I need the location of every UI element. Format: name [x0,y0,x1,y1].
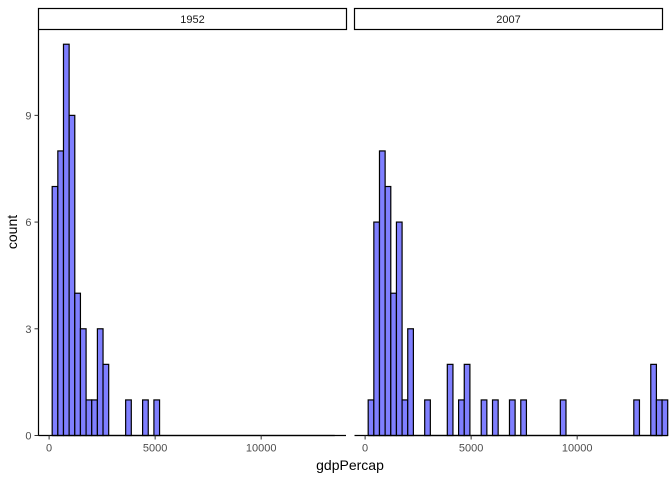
histogram-bar [373,221,381,437]
histogram-bar [407,328,414,437]
histogram-bar [446,363,454,437]
histogram-bar [655,399,663,437]
facet-strip-label-1952: 1952 [180,14,204,26]
histogram-bar [463,363,471,437]
x-tick-label: 10000 [246,443,277,455]
facet-strip-1952 [37,7,348,31]
histogram-bar [153,399,161,437]
y-tick-label: 0 [25,431,31,443]
histogram-bar [125,399,132,437]
histogram-bar [367,399,375,437]
facet-panel-2007: 2007 0 5000 10000 [353,7,669,455]
histogram-bar [633,399,641,437]
histogram-bar [661,399,669,437]
x-tick-label: 10000 [562,443,593,455]
histogram-bar [142,399,149,437]
histogram-bar [96,328,104,437]
histogram-bar [79,328,87,437]
x-axis-title: gdpPercap [316,457,384,473]
y-axis-ticks: 0 3 6 9 [25,110,39,443]
x-tick-label: 5000 [143,443,167,455]
histogram-bar [62,43,70,437]
histogram-bar [384,185,392,437]
histogram-bar [57,150,65,437]
histogram-bar [91,399,98,437]
y-tick-label: 9 [25,110,31,122]
histogram-bar [559,399,567,437]
histogram-bars-2007 [367,150,669,437]
x-axis-ticks-2007: 0 5000 10000 [362,435,593,455]
y-axis-title: count [4,215,20,249]
histogram-bar [458,399,465,437]
histogram-bar [378,150,386,437]
histogram-bar [401,399,409,437]
y-tick-label: 6 [25,217,31,229]
histogram-bar [51,185,59,437]
histogram-bar [85,399,93,437]
x-tick-label: 5000 [459,443,483,455]
x-tick-label: 0 [46,443,52,455]
histogram-bar [650,363,658,437]
facet-panel-1952: 1952 0 3 6 9 0 5000 10000 [25,7,348,455]
histogram-bar [491,399,499,437]
histogram-bar [390,292,398,437]
histogram-bar [102,363,110,437]
y-tick-label: 3 [25,324,31,336]
x-tick-label: 0 [362,443,368,455]
facet-strip-label-2007: 2007 [496,14,520,26]
histogram-bar [395,221,403,437]
histogram-bar [424,399,431,437]
histogram-bar [520,399,528,437]
histogram-bars-1952 [51,43,335,437]
histogram-bar [480,399,488,437]
histogram-bar [74,292,82,437]
facet-strip-2007 [353,7,664,31]
histogram-bar [508,399,516,437]
x-axis-ticks-1952: 0 5000 10000 [46,435,277,455]
histogram-bar [68,114,76,437]
